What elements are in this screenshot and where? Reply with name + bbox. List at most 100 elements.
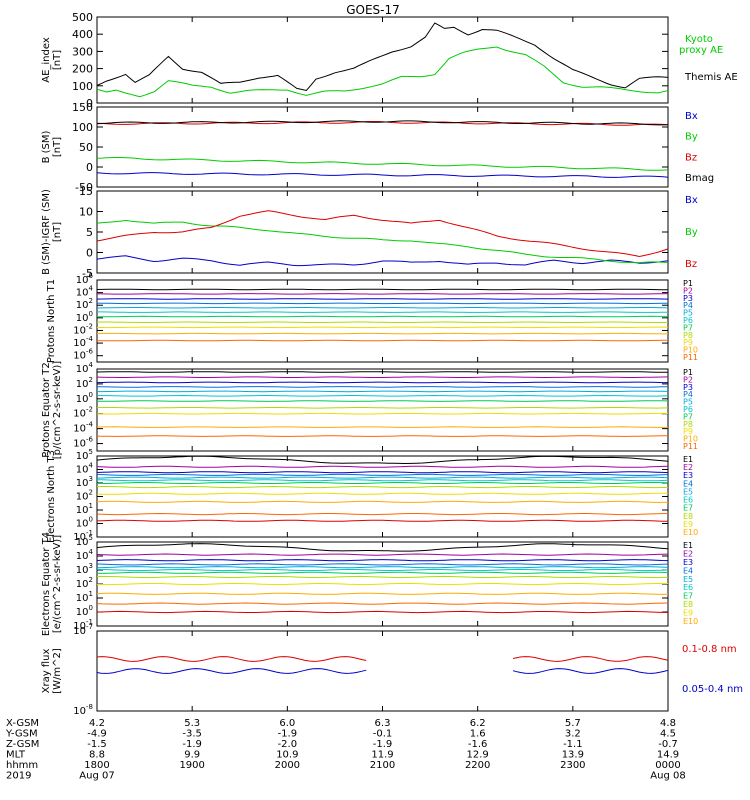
legend-entry: E8 <box>683 512 693 521</box>
x-axis-table: X-GSM 4.2 5.3 6.0 6.3 6.2 5.7 4.8Y-GSM -4.9 -3.5-… <box>5 718 686 782</box>
y-axis-label: B (SM)-IGRF (SM) <box>41 189 52 275</box>
legend-entry: P7 <box>683 412 693 421</box>
series-line-kyoto-proxy-ae <box>96 46 669 98</box>
x-axis-row-value: 4.2 <box>89 718 105 729</box>
x-axis-row-value: -1.6 <box>468 739 488 750</box>
y-tick-exp: 5 <box>89 448 93 456</box>
panel-8: 10-8 10-7 Xray flux [W/m^2] 0.1-0.8 nm 0.05-0… <box>41 623 743 717</box>
legend-entry: E7 <box>683 504 693 513</box>
y-tick-label: 10-7 <box>73 623 93 637</box>
y-tick-label: 100 <box>72 80 93 93</box>
y-tick-exp: 4 <box>89 548 94 556</box>
y-tick-exp: 0 <box>89 391 93 399</box>
legend-entry: E2 <box>683 463 693 472</box>
y-tick-exp: 0 <box>89 604 93 612</box>
legend-entry: P11 <box>683 353 698 362</box>
x-axis-row-value: -1.9 <box>278 729 298 740</box>
y-tick-exp: 4 <box>89 361 94 369</box>
series-line-11 <box>96 512 669 516</box>
y-tick-label: 0 <box>86 161 93 174</box>
x-axis-row-value: 2000 <box>275 760 300 771</box>
legend-entry: E1 <box>683 541 693 550</box>
x-axis-row-value: -1.1 <box>563 739 583 750</box>
series-line-10 <box>96 500 668 503</box>
legend-entry: P4 <box>683 301 693 310</box>
legend-entry: E10 <box>683 617 698 626</box>
legend-entry: E1 <box>683 455 693 464</box>
legend-entry: Bx <box>685 195 698 206</box>
series-line-5 <box>97 390 669 393</box>
y-tick-label: 10-8 <box>73 703 93 717</box>
y-tick-exp: 6 <box>89 272 94 280</box>
y-tick-label: 103 <box>76 475 93 489</box>
x-axis-row-value: 6.2 <box>470 718 486 729</box>
legend-entry: E10 <box>683 528 698 537</box>
series-line-1 <box>96 455 669 465</box>
series-line-9 <box>96 412 669 415</box>
y-tick-label: 100 <box>76 516 93 530</box>
x-axis-row-label: X-GSM <box>6 718 39 729</box>
series-line-10 <box>96 592 669 595</box>
y-axis-label: [nT] <box>52 137 63 157</box>
y-tick-label: 101 <box>76 590 93 604</box>
y-axis-label: Electrons Equator T4 <box>41 532 52 636</box>
legend-entry: P3 <box>683 294 693 303</box>
x-axis-row-value: 1800 <box>84 760 109 771</box>
series-line-5 <box>96 566 669 569</box>
y-tick-label: 500 <box>72 11 93 24</box>
x-axis-row-value: 3.2 <box>565 729 581 740</box>
y-tick-label: 102 <box>76 576 93 590</box>
y-tick-label: 105 <box>76 448 93 462</box>
series-line-9 <box>96 492 669 495</box>
y-tick-label: 103 <box>76 562 93 576</box>
y-tick-label: 102 <box>76 489 93 503</box>
y-tick-exp: -6 <box>86 348 94 356</box>
x-axis-row-value: 8.8 <box>89 750 105 761</box>
panel-frame <box>96 368 669 452</box>
legend-entry: 0.1-0.8 nm <box>682 644 737 655</box>
series-line-by <box>96 157 669 171</box>
legend-entry: P8 <box>683 420 693 429</box>
x-axis-row-value: 5.7 <box>565 718 581 729</box>
y-tick-label: 10 <box>79 206 93 219</box>
x-axis-row-value: 13.9 <box>562 750 584 761</box>
x-axis-row-value: 4.8 <box>660 718 676 729</box>
y-tick-label: 101 <box>76 502 93 516</box>
series-line-1 <box>96 371 669 373</box>
series-line-1 <box>96 288 668 291</box>
y-tick-exp: -1 <box>86 618 93 626</box>
series-line-5 <box>96 307 669 309</box>
series-line-9 <box>97 326 668 329</box>
legend-entry: E5 <box>683 575 693 584</box>
y-axis-label: [e/(cm^2-s-sr-keV)] <box>52 535 63 633</box>
legend-entry: Themis AE <box>684 72 738 83</box>
y-axis-label: AE_index <box>41 37 52 83</box>
legend-entry: E3 <box>683 471 693 480</box>
x-axis-row-value: -0.1 <box>373 729 393 740</box>
y-tick-label: 200 <box>72 63 93 76</box>
x-axis-row-value: -1.5 <box>87 739 107 750</box>
y-axis-label: [p/(cm^2-s-sr-keV)] <box>52 361 63 460</box>
y-tick-label: 105 <box>76 534 93 548</box>
series-line-1 <box>96 656 669 662</box>
series-line-7 <box>97 482 669 484</box>
x-axis-row-value: 0000 <box>655 760 680 771</box>
series-line-8 <box>96 321 669 323</box>
series-line-3 <box>96 381 668 384</box>
x-axis-row-value: Aug 08 <box>650 771 685 782</box>
y-tick-exp: -8 <box>86 703 93 711</box>
series-line-1 <box>96 543 669 552</box>
y-tick-label: 104 <box>76 361 94 375</box>
series-line-bx <box>96 255 669 267</box>
series-line-6 <box>96 568 669 572</box>
panel-frame <box>96 455 669 538</box>
legend-entry: P9 <box>683 427 693 436</box>
x-axis-row-label: Y-GSM <box>5 729 38 740</box>
y-tick-exp: 2 <box>89 376 93 384</box>
series-line-2 <box>96 465 669 468</box>
y-tick-exp: 2 <box>89 576 93 584</box>
legend-entry: Bmag <box>685 173 714 184</box>
